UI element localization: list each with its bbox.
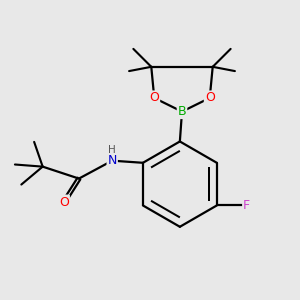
Text: O: O	[205, 92, 215, 104]
Text: N: N	[107, 154, 117, 167]
Text: O: O	[149, 92, 159, 104]
Text: B: B	[178, 105, 186, 118]
Text: H: H	[108, 145, 116, 155]
Text: O: O	[59, 196, 69, 208]
Text: F: F	[243, 199, 250, 212]
